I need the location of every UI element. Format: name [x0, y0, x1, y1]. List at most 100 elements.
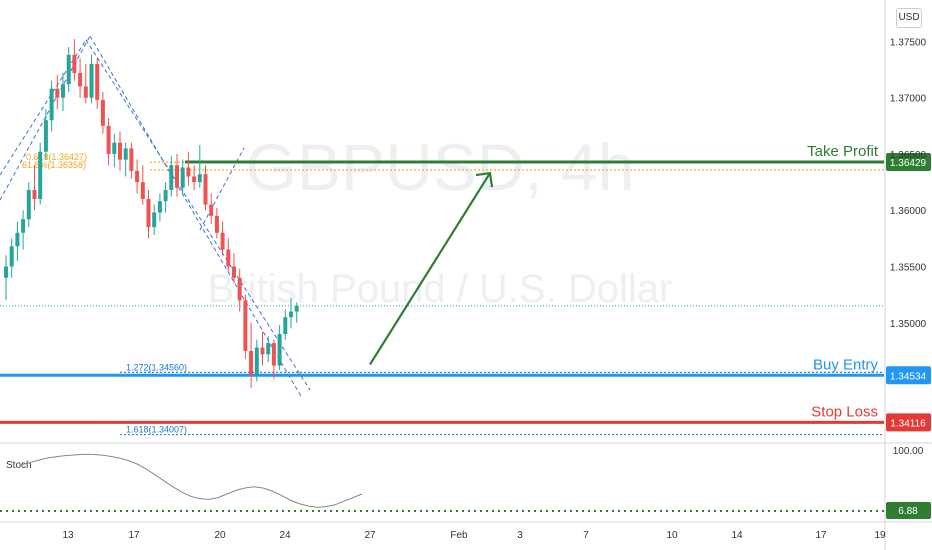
candle-body [237, 277, 242, 301]
trade-levels [0, 160, 884, 424]
candle-body [135, 170, 140, 183]
projection-arrow-line [369, 172, 491, 366]
candle-body [78, 72, 83, 87]
watermark-name: British Pound / U.S. Dollar [208, 267, 673, 311]
candle-body [175, 165, 179, 188]
candle-body [38, 151, 43, 199]
candle-body [100, 99, 105, 126]
time-tick-label: 27 [364, 530, 376, 541]
candle-body [123, 148, 128, 160]
watermark-symbol: GBPUSD, 4h [246, 130, 635, 204]
candle-body [203, 174, 208, 205]
candle-body [180, 167, 185, 188]
candle-body [192, 176, 197, 183]
candle-body [146, 198, 151, 228]
candle-body [226, 249, 231, 267]
candle-body [95, 63, 100, 100]
currency-button[interactable]: USD [896, 8, 922, 28]
time-tick-label: 19 [874, 530, 886, 541]
fib-label: 61.8%(1.36358) [22, 160, 86, 170]
candle-body [32, 189, 37, 199]
candles [4, 39, 299, 389]
level-label: Stop Loss [811, 403, 878, 420]
candle-body [26, 189, 31, 220]
time-tick-label: 20 [214, 530, 226, 541]
candle-body [43, 120, 48, 152]
candle-body [163, 189, 168, 202]
candle-body [83, 86, 88, 98]
time-tick-label: 17 [128, 530, 140, 541]
price-tick-label: 1.35500 [890, 263, 927, 274]
candle-body [21, 219, 26, 233]
fib-trend-line [0, 39, 87, 176]
candle-body [61, 84, 65, 98]
candle-body [49, 88, 54, 121]
candle-body [214, 215, 219, 233]
price-tick-label: 1.36000 [890, 206, 927, 217]
projection-arrow-head [475, 171, 494, 188]
candle-body [271, 343, 276, 366]
time-tick-label: 3 [517, 530, 523, 541]
projection-arrow [369, 171, 494, 366]
candle-body [157, 201, 162, 213]
fibonacci-lines: 0.618(1.36427)61.8%(1.36358) 1.272(1.3456… [22, 152, 884, 436]
price-tick-label: 1.37000 [890, 94, 927, 105]
candle-body [66, 54, 71, 85]
candle-body [55, 88, 60, 98]
candle-body [106, 125, 111, 154]
price-tick-label: 1.36500 [890, 150, 927, 161]
candle-body [186, 167, 191, 177]
fib-trend-line [0, 35, 91, 201]
candle-body [232, 266, 236, 278]
candle-body [15, 232, 20, 247]
stoch-value-text: 6.88 [898, 506, 918, 517]
time-tick-label: 7 [583, 530, 589, 541]
candle-body [9, 246, 14, 267]
time-axis[interactable]: 13 17 20 24 27 Feb 3 7 10 14 17 19 [62, 530, 886, 541]
candle-body [4, 266, 8, 278]
candle-body [220, 232, 225, 250]
fib-label: 1.618(1.34007) [126, 425, 187, 435]
candle-body [89, 63, 94, 98]
candle-body [197, 174, 202, 183]
candle-body [112, 142, 117, 154]
fib-label: 0.618(1.36427) [26, 152, 87, 162]
candle-body [209, 204, 214, 216]
time-tick-label: 17 [815, 530, 827, 541]
candle-body [169, 165, 174, 190]
price-tag [886, 152, 931, 171]
fib-label: 1.272(1.34560) [126, 362, 187, 372]
stochastic-pane: Stoch 100.00 6.88 [0, 446, 931, 519]
price-tag [886, 413, 931, 432]
price-tag-text: 1.34534 [890, 371, 927, 382]
stoch-value-tag [886, 502, 931, 519]
time-tick-label: 24 [279, 530, 291, 541]
candle-body [249, 350, 254, 376]
level-labels: Take Profit Buy Entry Stop Loss [807, 143, 879, 420]
candle-body [283, 317, 288, 335]
candle-body [152, 212, 157, 228]
level-label: Buy Entry [813, 356, 879, 373]
stoch-top-label: 100.00 [893, 446, 924, 457]
candle-body [254, 347, 259, 376]
time-tick-label: 14 [731, 530, 743, 541]
price-tag-text: 1.36429 [890, 158, 927, 169]
candle-body [289, 311, 293, 318]
candle-body [129, 148, 134, 171]
level-label: Take Profit [807, 143, 879, 160]
stoch-line [19, 453, 363, 508]
candle-body [243, 300, 248, 351]
price-tag [886, 366, 931, 385]
fib-trend-line [85, 39, 311, 391]
price-tag-text: 1.34116 [890, 418, 926, 429]
time-tick-label: 10 [666, 530, 678, 541]
time-tick-label: Feb [450, 530, 468, 541]
price-axis[interactable]: 1.36429 1.34534 1.34116 1.37500 1.37000 1.365… [886, 37, 931, 432]
stoch-name: Stoch [6, 460, 32, 471]
candle-body [277, 334, 282, 366]
candle-body [260, 347, 265, 355]
candle-body [140, 182, 145, 199]
candle-body [72, 54, 77, 73]
